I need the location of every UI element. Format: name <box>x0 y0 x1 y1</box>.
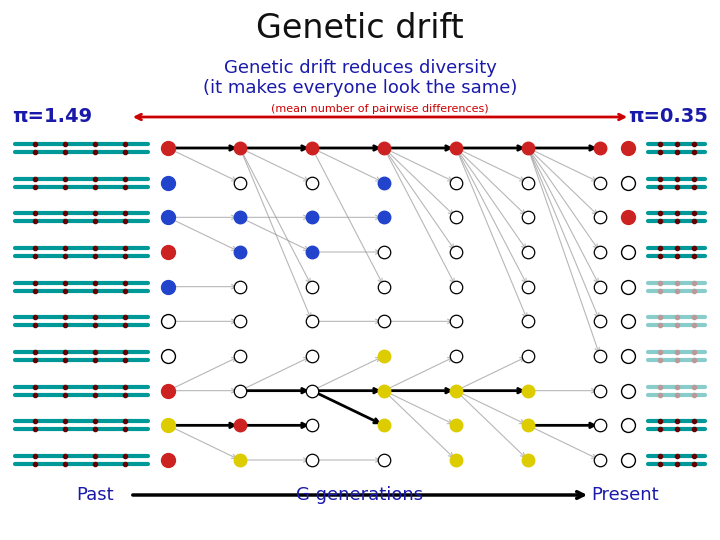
Text: (it makes everyone look the same): (it makes everyone look the same) <box>203 79 517 97</box>
Text: (mean number of pairwise differences): (mean number of pairwise differences) <box>271 104 489 114</box>
Text: Genetic drift reduces diversity: Genetic drift reduces diversity <box>224 59 496 77</box>
Text: π=1.49: π=1.49 <box>12 107 92 126</box>
Text: Present: Present <box>591 486 659 504</box>
Text: Past: Past <box>76 486 114 504</box>
Text: Genetic drift: Genetic drift <box>256 11 464 44</box>
Text: G generations: G generations <box>297 486 423 504</box>
Text: π=0.35: π=0.35 <box>628 107 708 126</box>
